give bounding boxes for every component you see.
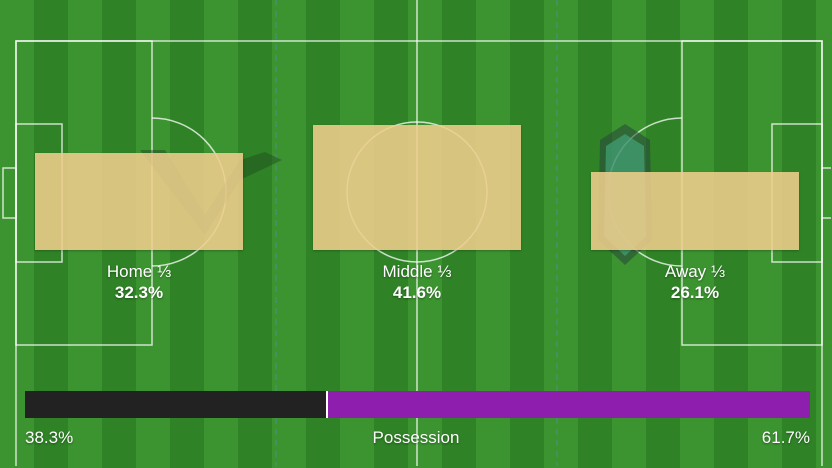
away-possession-segment [325, 391, 810, 418]
away-third-value: 26.1% [670, 283, 720, 302]
away-third-label: Away ⅓ 26.1% [591, 262, 799, 303]
middle-third-label: Middle ⅓ 41.6% [313, 262, 521, 303]
away-possession-value: 61.7% [761, 428, 810, 447]
home-third-name: Home ⅓ [106, 262, 172, 281]
home-third-bar [35, 153, 243, 250]
home-possession-value: 38.3% [25, 428, 74, 447]
away-third-name: Away ⅓ [664, 262, 726, 281]
middle-third-bar [313, 125, 521, 250]
home-third-label: Home ⅓ 32.3% [35, 262, 243, 303]
home-third-value: 32.3% [114, 283, 164, 302]
middle-third-value: 41.6% [392, 283, 442, 302]
middle-third-name: Middle ⅓ [382, 262, 452, 281]
away-third-bar [591, 171, 799, 250]
possession-label: Possession [372, 428, 460, 447]
home-possession-segment [25, 391, 326, 418]
possession-bar [25, 391, 810, 418]
